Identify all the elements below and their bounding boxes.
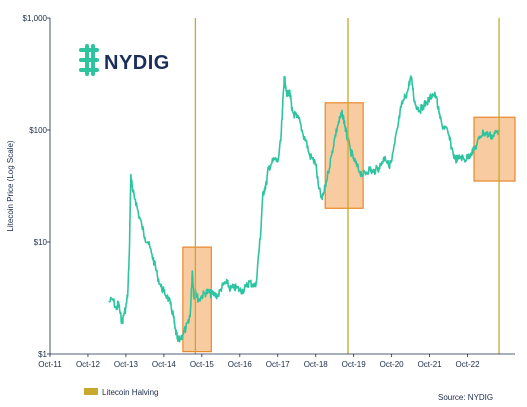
x-tick-label-6: Oct-16 xyxy=(228,360,253,369)
x-tick-label-11: Oct-21 xyxy=(418,360,443,369)
y-tick-label-4: $1,000 xyxy=(23,14,48,23)
x-tick-label-2: Oct-12 xyxy=(76,360,101,369)
halving-lines xyxy=(194,18,500,354)
x-tick-label-7: Oct-17 xyxy=(266,360,291,369)
y-tick-label-3: $100 xyxy=(29,126,47,135)
logo: NYDIG xyxy=(79,44,170,76)
x-tick-label-4: Oct-14 xyxy=(152,360,177,369)
x-tick-label-1: Oct-11 xyxy=(38,360,62,369)
series-line-1 xyxy=(108,75,500,343)
source-note: Source: NYDIG xyxy=(438,393,493,402)
x-tick-label-9: Oct-19 xyxy=(342,360,367,369)
x-tick-label-10: Oct-20 xyxy=(380,360,405,369)
y-axis-label: Litecoin Price (Log Scale) xyxy=(6,140,15,231)
logo-text: NYDIG xyxy=(104,52,170,74)
legend: Litecoin Halving xyxy=(84,388,158,397)
y-tick-label-1: $1 xyxy=(38,350,47,359)
x-tick-label-3: Oct-13 xyxy=(114,360,139,369)
legend-label: Litecoin Halving xyxy=(102,388,158,397)
axes xyxy=(49,18,515,355)
y-ticks: $1 $10 $100 $1,000 xyxy=(23,14,50,359)
nydig-logo-icon xyxy=(79,44,99,76)
x-ticks: Oct-11 Oct-12 Oct-13 Oct-14 Oct-15 Oct-16 Oct-… xyxy=(38,354,480,369)
y-tick-label-2: $10 xyxy=(34,238,48,247)
highlight-box-3 xyxy=(473,116,516,182)
legend-swatch xyxy=(84,388,98,395)
price-series xyxy=(108,75,500,343)
x-tick-label-5: Oct-15 xyxy=(190,360,215,369)
x-tick-label-12: Oct-22 xyxy=(456,360,481,369)
x-tick-label-8: Oct-18 xyxy=(304,360,329,369)
